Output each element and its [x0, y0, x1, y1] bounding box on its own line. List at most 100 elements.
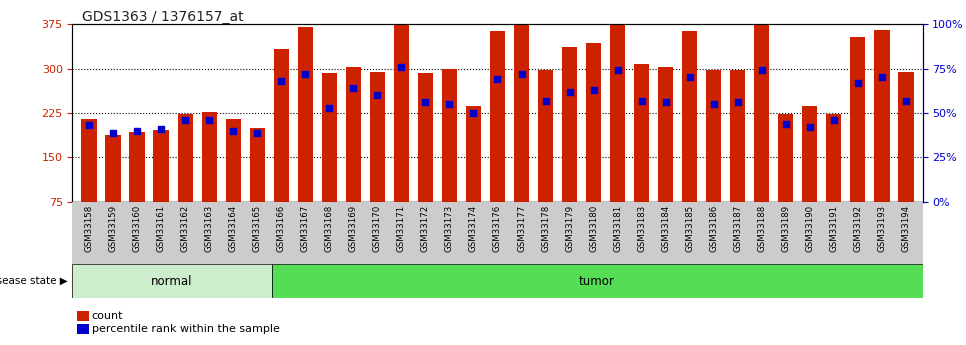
Text: GSM33173: GSM33173: [445, 205, 454, 252]
Point: [898, 98, 914, 103]
Text: GSM33189: GSM33189: [781, 205, 790, 252]
Bar: [538, 70, 554, 202]
Point: [562, 89, 578, 95]
Bar: [393, 3, 410, 202]
Point: [178, 117, 193, 123]
Bar: [706, 70, 722, 202]
Text: GSM33179: GSM33179: [565, 205, 574, 252]
Point: [249, 130, 265, 135]
Text: GSM33192: GSM33192: [853, 205, 863, 252]
Point: [466, 110, 481, 116]
Point: [753, 68, 769, 73]
Bar: [634, 65, 649, 202]
Point: [826, 117, 841, 123]
Text: GSM33166: GSM33166: [277, 205, 286, 252]
Bar: [610, 23, 625, 202]
Text: GSM33168: GSM33168: [325, 205, 334, 252]
Text: GSM33181: GSM33181: [613, 205, 622, 252]
Point: [634, 98, 649, 103]
Point: [514, 71, 529, 77]
Text: GSM33180: GSM33180: [589, 205, 598, 252]
Bar: [874, 30, 890, 202]
Bar: [346, 67, 361, 202]
Bar: [514, 19, 529, 202]
Bar: [81, 119, 97, 202]
Text: percentile rank within the sample: percentile rank within the sample: [92, 324, 279, 334]
Bar: [466, 106, 481, 202]
Point: [322, 105, 337, 110]
Point: [706, 101, 722, 107]
Point: [778, 121, 793, 126]
Text: GSM33191: GSM33191: [829, 205, 838, 252]
Text: GSM33165: GSM33165: [253, 205, 262, 252]
Point: [682, 75, 697, 80]
Point: [585, 87, 601, 93]
Bar: [898, 71, 914, 202]
Bar: [202, 112, 217, 202]
Point: [730, 100, 746, 105]
Point: [226, 128, 242, 134]
Bar: [753, 19, 770, 202]
Point: [81, 123, 97, 128]
Point: [298, 71, 313, 77]
Bar: [154, 130, 169, 202]
Point: [394, 64, 410, 70]
Point: [802, 125, 817, 130]
Point: [417, 100, 433, 105]
Text: GSM33178: GSM33178: [541, 205, 550, 252]
Text: GSM33162: GSM33162: [181, 205, 189, 252]
Text: GSM33193: GSM33193: [877, 205, 886, 252]
Point: [850, 80, 866, 86]
Point: [538, 98, 554, 103]
Text: GSM33163: GSM33163: [205, 205, 213, 252]
Text: GSM33184: GSM33184: [661, 205, 670, 252]
Bar: [850, 37, 866, 202]
Text: GSM33160: GSM33160: [132, 205, 142, 252]
Bar: [778, 114, 793, 202]
Text: GSM33187: GSM33187: [733, 205, 742, 252]
Text: GSM33176: GSM33176: [493, 205, 502, 252]
Text: GSM33158: GSM33158: [85, 205, 94, 252]
Bar: [417, 73, 434, 202]
Point: [129, 128, 145, 134]
Text: normal: normal: [152, 275, 193, 288]
Bar: [322, 73, 337, 202]
Text: GSM33167: GSM33167: [300, 205, 310, 252]
Point: [273, 78, 289, 84]
Bar: [271, 264, 923, 298]
Text: count: count: [92, 311, 124, 321]
Text: tumor: tumor: [580, 275, 615, 288]
Text: GSM33185: GSM33185: [685, 205, 695, 252]
Text: GSM33188: GSM33188: [757, 205, 766, 252]
Text: GSM33177: GSM33177: [517, 205, 526, 252]
Bar: [273, 49, 289, 202]
Point: [658, 100, 673, 105]
Text: GSM33186: GSM33186: [709, 205, 718, 252]
Text: GSM33171: GSM33171: [397, 205, 406, 252]
Bar: [225, 119, 242, 202]
Point: [490, 77, 505, 82]
Bar: [129, 132, 145, 202]
Text: GSM33172: GSM33172: [421, 205, 430, 252]
Text: GSM33194: GSM33194: [901, 205, 910, 252]
Text: GSM33161: GSM33161: [156, 205, 166, 252]
Point: [346, 85, 361, 91]
Bar: [826, 114, 841, 202]
Bar: [298, 27, 313, 202]
Text: GDS1363 / 1376157_at: GDS1363 / 1376157_at: [82, 10, 243, 24]
Text: GSM33164: GSM33164: [229, 205, 238, 252]
Text: GSM33174: GSM33174: [469, 205, 478, 252]
Point: [105, 130, 121, 135]
Bar: [802, 106, 817, 202]
Bar: [441, 69, 457, 202]
Text: GSM33170: GSM33170: [373, 205, 382, 252]
Point: [154, 126, 169, 132]
Bar: [249, 128, 265, 202]
Bar: [370, 71, 385, 202]
Bar: [105, 136, 121, 202]
Text: GSM33183: GSM33183: [637, 205, 646, 252]
Text: disease state ▶: disease state ▶: [0, 276, 68, 286]
Text: GSM33190: GSM33190: [806, 205, 814, 252]
Point: [610, 68, 625, 73]
Point: [370, 92, 385, 98]
